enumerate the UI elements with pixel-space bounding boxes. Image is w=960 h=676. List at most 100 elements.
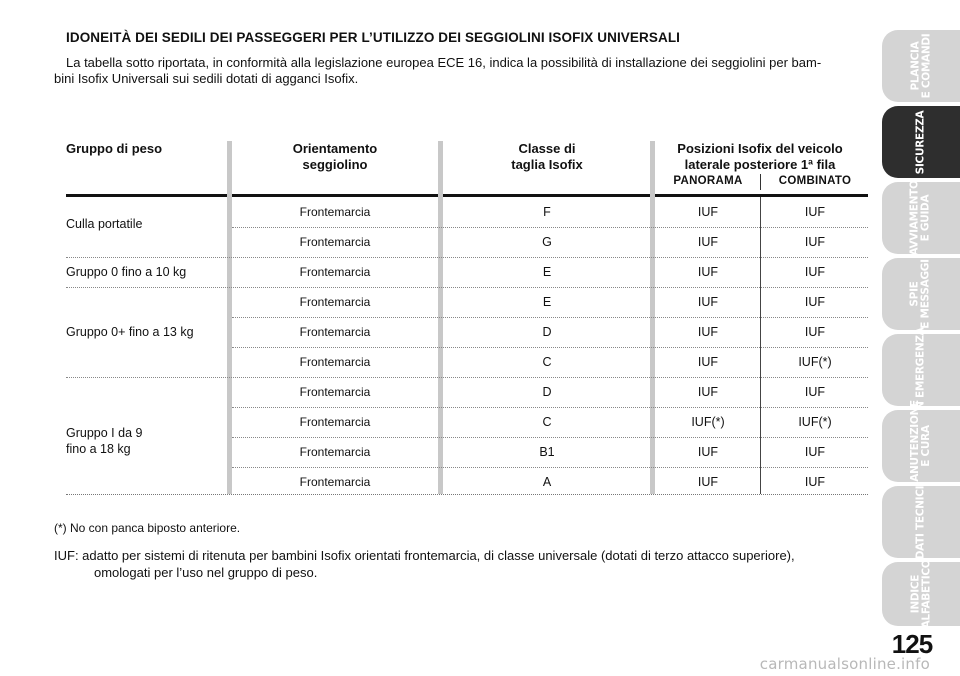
header-weight-group: Gruppo di peso <box>66 141 163 156</box>
page-number: 125 <box>891 629 933 659</box>
header-combinato: COMBINATO <box>778 175 852 187</box>
header-panorama: PANORAMA <box>673 175 743 187</box>
tab-indice-alfabetico[interactable]: INDICE ALFABETICO <box>882 560 960 628</box>
table-row: Frontemarcia F IUF IUF <box>0 197 960 227</box>
header-rule <box>66 194 868 197</box>
header-size-class: Classe di taglia Isofix <box>443 141 651 173</box>
intro-line: La tabella sotto riportata, in conformit… <box>66 55 822 70</box>
panorama-cell: IUF(*) <box>691 415 725 429</box>
header-size-class-line: Classe di <box>518 141 576 156</box>
orientation-cell: Frontemarcia <box>299 205 371 219</box>
tab-dati-tecnici[interactable]: DATI TECNICI <box>882 485 960 559</box>
group-separator <box>66 287 868 288</box>
row-separator <box>232 437 868 438</box>
orientation-cell: Frontemarcia <box>299 445 371 459</box>
footnote: (*) No con panca biposto anteriore. <box>54 521 241 535</box>
tab-spie-e-messaggi[interactable]: SPIE E MESSAGGI <box>882 258 960 330</box>
table-row: Frontemarcia A IUF IUF <box>0 467 960 497</box>
size-class-cell: C <box>542 415 552 429</box>
weight-group-label: Culla portatile <box>66 216 142 232</box>
size-class-cell: D <box>542 325 552 339</box>
panorama-cell: IUF <box>697 385 719 399</box>
combinato-cell: IUF(*) <box>798 355 832 369</box>
combinato-cell: IUF <box>804 205 826 219</box>
panorama-cell: IUF <box>697 475 719 489</box>
size-class-cell: A <box>542 475 552 489</box>
header-divider <box>760 174 761 190</box>
panorama-cell: IUF <box>697 355 719 369</box>
combinato-cell: IUF(*) <box>798 415 832 429</box>
tab-label: AVVIAMENTO E GUIDA <box>908 180 932 256</box>
orientation-cell: Frontemarcia <box>299 415 371 429</box>
header-orientation: Orientamento seggiolino <box>232 141 438 173</box>
header-orientation-line: seggiolino <box>302 157 368 172</box>
table-bottom-rule <box>66 494 868 495</box>
intro-line: bini Isofix Universali sui sedili dotati… <box>54 71 359 86</box>
tab-sicurezza[interactable]: SICUREZZA <box>882 106 960 178</box>
header-size-class-line: taglia Isofix <box>511 157 583 172</box>
tab-label: PLANCIA E COMANDI <box>909 33 932 99</box>
size-class-cell: D <box>542 385 552 399</box>
orientation-cell: Frontemarcia <box>299 325 371 339</box>
header-isofix-positions: Posizioni Isofix del veicolo laterale po… <box>655 141 865 173</box>
header-positions-line: Posizioni Isofix del veicolo <box>677 141 843 156</box>
table-row: Frontemarcia E IUF IUF <box>0 257 960 287</box>
panorama-cell: IUF <box>697 205 719 219</box>
tab-label: MANUTENZIONE E CURA <box>909 400 933 492</box>
combinato-cell: IUF <box>804 265 826 279</box>
table-row: Frontemarcia E IUF IUF <box>0 287 960 317</box>
orientation-cell: Frontemarcia <box>299 385 371 399</box>
orientation-cell: Frontemarcia <box>299 295 371 309</box>
row-separator <box>232 407 868 408</box>
table-row: Frontemarcia C IUF IUF(*) <box>0 347 960 377</box>
table-row: Frontemarcia C IUF(*) IUF(*) <box>0 407 960 437</box>
weight-group-line: Gruppo I da 9 <box>66 426 143 440</box>
panorama-combinato-divider <box>760 197 761 494</box>
combinato-cell: IUF <box>804 445 826 459</box>
tab-label: SICUREZZA <box>914 110 927 174</box>
panorama-cell: IUF <box>697 235 719 249</box>
tab-avviamento-e-guida[interactable]: AVVIAMENTO E GUIDA <box>882 180 960 256</box>
size-class-cell: E <box>542 265 552 279</box>
combinato-cell: IUF <box>804 475 826 489</box>
orientation-cell: Frontemarcia <box>299 475 371 489</box>
table-row: Frontemarcia D IUF IUF <box>0 377 960 407</box>
size-class-cell: E <box>542 295 552 309</box>
tab-manutenzione-e-cura[interactable]: MANUTENZIONE E CURA <box>882 400 960 492</box>
tab-plancia-e-comandi[interactable]: PLANCIA E COMANDI <box>882 30 960 102</box>
iuf-definition: IUF: adatto per sistemi di ritenuta per … <box>54 547 866 581</box>
iuf-definition-line: omologati per l’uso nel gruppo di peso. <box>94 565 318 580</box>
intro-paragraph: La tabella sotto riportata, in conformit… <box>54 55 866 87</box>
orientation-cell: Frontemarcia <box>299 355 371 369</box>
table-row: Frontemarcia G IUF IUF <box>0 227 960 257</box>
column-divider <box>227 141 232 494</box>
row-separator <box>232 227 868 228</box>
weight-group-line: Gruppo 0+ fino a 13 kg <box>66 325 194 339</box>
row-separator <box>232 347 868 348</box>
watermark: carmanualsonline.info <box>759 655 930 673</box>
header-positions-line: laterale posteriore 1ª fila <box>684 157 836 172</box>
weight-group-label: Gruppo 0+ fino a 13 kg <box>66 324 194 340</box>
panorama-cell: IUF <box>697 265 719 279</box>
group-separator <box>66 377 868 378</box>
panorama-cell: IUF <box>697 445 719 459</box>
size-class-cell: B1 <box>539 445 555 459</box>
weight-group-line: Gruppo 0 fino a 10 kg <box>66 265 187 279</box>
iuf-definition-line: IUF: adatto per sistemi di ritenuta per … <box>54 548 795 563</box>
group-separator <box>66 257 868 258</box>
weight-group-label: Gruppo 0 fino a 10 kg <box>66 264 186 280</box>
weight-group-label: Gruppo I da 9 fino a 18 kg <box>66 425 142 457</box>
weight-group-line: fino a 18 kg <box>66 442 131 456</box>
size-class-cell: C <box>542 355 552 369</box>
panorama-cell: IUF <box>697 325 719 339</box>
tab-label: DATI TECNICI <box>914 485 927 559</box>
tab-in-emergenza[interactable]: IN EMERGENZA <box>882 327 960 413</box>
size-class-cell: G <box>542 235 552 249</box>
panorama-cell: IUF <box>697 295 719 309</box>
tab-label: SPIE E MESSAGGI <box>909 259 932 329</box>
orientation-cell: Frontemarcia <box>299 265 371 279</box>
combinato-cell: IUF <box>804 325 826 339</box>
table-row: Frontemarcia D IUF IUF <box>0 317 960 347</box>
combinato-cell: IUF <box>804 295 826 309</box>
table-row: Frontemarcia B1 IUF IUF <box>0 437 960 467</box>
